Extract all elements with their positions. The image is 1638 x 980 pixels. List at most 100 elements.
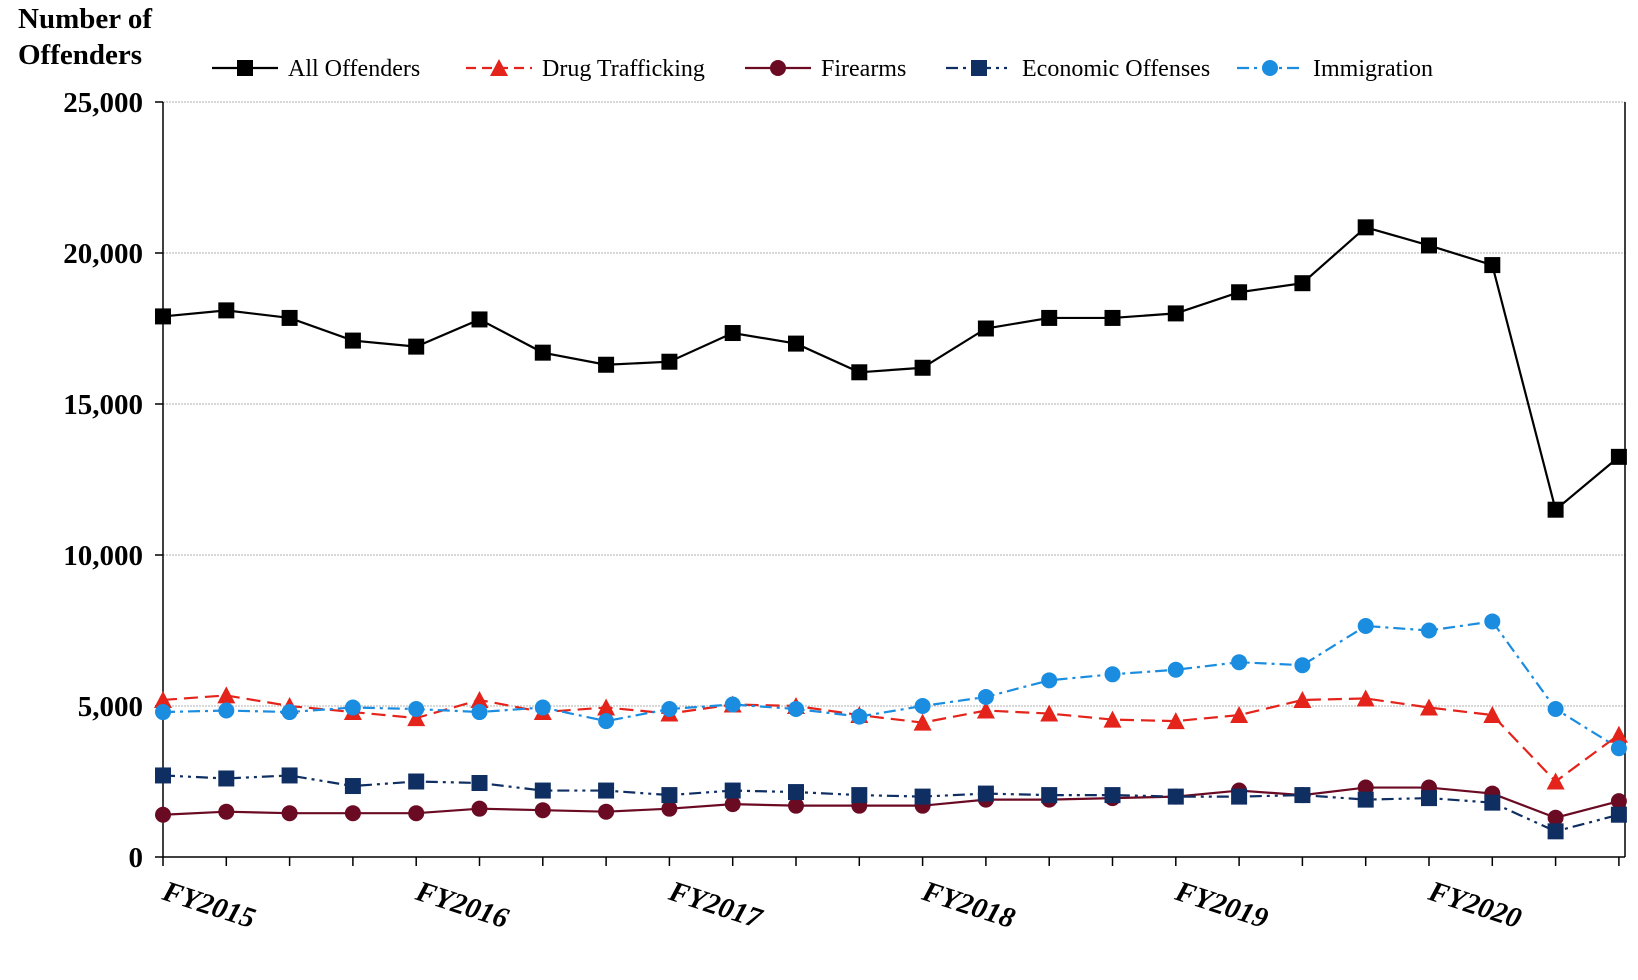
data-point-all-offenders [914,359,931,376]
data-point-economic-offenses [344,778,361,795]
legend-item-immigration: Immigration [1237,56,1433,82]
x-tick-label: FY2015 [158,875,259,935]
data-point-immigration [1421,622,1437,639]
data-point-all-offenders [1041,309,1058,326]
data-point-immigration [724,696,741,713]
series-immigration [155,613,1627,757]
data-point-immigration [788,701,804,718]
legend-item-economic-offenses: Economic Offenses [946,56,1210,82]
legend-marker [770,60,786,76]
x-tick-label: FY2016 [411,875,513,935]
gridlines [163,101,1625,707]
y-axis-title-line-1: Number of [18,3,152,35]
data-point-economic-offenses [155,767,171,784]
series-line-economic-offenses [162,774,1620,833]
data-point-drug-trafficking [1166,712,1185,730]
data-point-immigration [851,708,868,725]
data-point-firearms [598,803,615,820]
data-point-economic-offenses [724,782,741,799]
data-point-drug-trafficking [1293,690,1312,708]
data-point-immigration [1484,613,1501,630]
data-point-drug-trafficking [470,690,489,708]
legend-label: Firearms [821,56,906,82]
data-point-firearms [724,796,741,813]
data-point-all-offenders [661,353,678,370]
legend-marker [1262,60,1278,76]
y-tick-label: 5,000 [78,691,143,723]
data-point-drug-trafficking [1609,725,1628,743]
series-line-drug-trafficking [162,694,1620,783]
series-line-firearms [162,786,1620,819]
data-point-all-offenders [598,356,615,373]
data-point-economic-offenses [1104,787,1121,804]
y-tick-label: 10,000 [63,540,143,572]
data-point-drug-trafficking [1483,706,1502,724]
data-point-all-offenders [1167,305,1184,322]
legend-label: Immigration [1313,56,1433,82]
data-point-immigration [218,702,235,719]
data-point-immigration [1547,701,1564,718]
data-point-drug-trafficking [1040,704,1059,722]
series-all-offenders [155,219,1627,518]
data-point-firearms [155,806,171,823]
axes: 0 5,000 10,000 15,000 20,000 25,000 FY2015 FY20… [63,87,1626,936]
data-point-immigration [914,698,931,714]
data-point-firearms [281,805,298,822]
data-point-firearms [344,805,361,822]
series-layer [154,219,1628,840]
data-point-economic-offenses [851,787,868,804]
data-point-immigration [1167,661,1184,678]
data-point-economic-offenses [1041,787,1058,804]
data-point-firearms [1357,779,1374,796]
data-point-all-offenders [724,325,741,342]
x-tick-label: FY2017 [664,875,767,936]
data-point-immigration [977,688,994,705]
legend: All Offenders Drug Trafficking Firearms Eco… [212,56,1433,82]
data-point-firearms [534,802,551,819]
data-point-all-offenders [1547,501,1564,518]
x-tick-label: FY2019 [1171,875,1272,935]
legend-item-all-offenders: All Offenders [212,56,420,82]
series-line-immigration [162,620,1620,750]
data-point-economic-offenses [281,767,298,784]
data-point-economic-offenses [1421,790,1437,807]
data-point-drug-trafficking [976,701,995,719]
data-point-drug-trafficking [597,698,616,716]
data-point-drug-trafficking [217,686,236,704]
data-point-all-offenders [1610,448,1627,465]
data-point-economic-offenses [218,770,235,787]
data-point-all-offenders [1357,219,1374,236]
data-point-all-offenders [408,338,425,355]
data-point-economic-offenses [471,775,488,792]
data-point-firearms [408,805,425,822]
series-economic-offenses [155,767,1627,840]
data-point-economic-offenses [788,784,804,801]
data-point-economic-offenses [914,788,931,805]
legend-marker [490,59,508,76]
data-point-immigration [661,701,678,718]
data-point-immigration [408,701,425,718]
y-tick-label: 20,000 [63,238,143,270]
y-tick-label: 0 [129,842,144,874]
data-point-drug-trafficking [1230,706,1249,724]
data-point-immigration [534,699,551,716]
data-point-firearms [661,800,678,817]
data-point-immigration [1294,657,1311,674]
data-point-economic-offenses [1484,794,1501,811]
data-point-immigration [471,704,488,721]
data-point-all-offenders [1294,275,1311,292]
data-point-economic-offenses [534,782,551,799]
data-point-firearms [1547,809,1564,826]
legend-label: Economic Offenses [1022,56,1210,82]
data-point-immigration [1357,617,1374,634]
legend-label: Drug Trafficking [542,56,705,82]
data-point-all-offenders [534,344,551,361]
data-point-economic-offenses [408,773,425,790]
data-point-all-offenders [471,311,488,328]
data-point-all-offenders [344,332,361,349]
data-point-economic-offenses [1294,787,1311,804]
y-tick-label: 15,000 [63,389,143,421]
legend-marker [237,60,253,76]
data-point-drug-trafficking [913,713,932,731]
